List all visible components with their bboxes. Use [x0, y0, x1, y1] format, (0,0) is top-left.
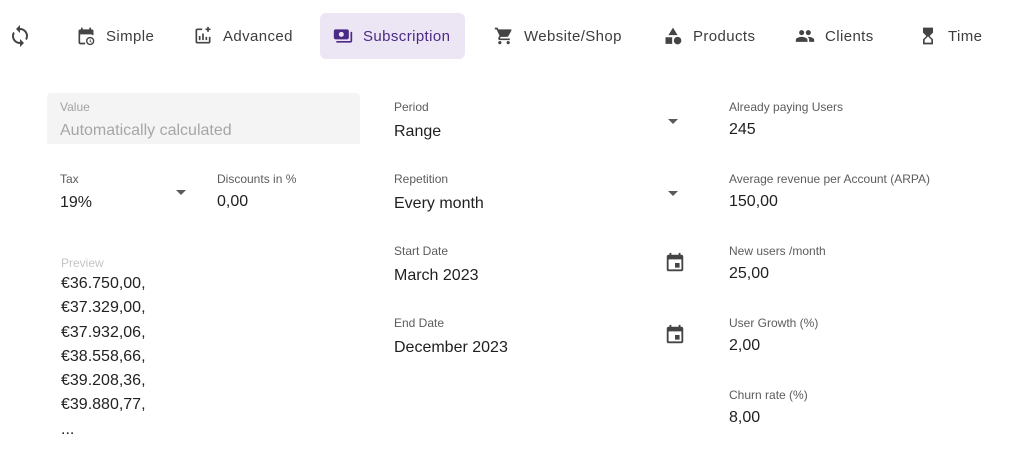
value-field-background	[47, 93, 360, 144]
group-icon	[795, 30, 815, 42]
tab-clients[interactable]: Clients	[782, 13, 887, 59]
already-paying-users-field[interactable]: Already paying Users 245	[729, 100, 843, 140]
hourglass-icon	[923, 27, 933, 45]
tab-simple-label: Simple	[106, 27, 155, 45]
period-dropdown-arrow-icon[interactable]	[668, 119, 678, 124]
repetition-label: Repetition	[394, 172, 449, 186]
chart-plus-icon	[195, 26, 211, 44]
start-date-field[interactable]: Start Date March 2023	[394, 244, 644, 286]
tab-products[interactable]: Products	[650, 13, 768, 59]
user-growth-field[interactable]: User Growth (%) 2,00	[729, 316, 818, 356]
churn-rate-label: Churn rate (%)	[729, 388, 808, 402]
tab-simple[interactable]: Simple	[63, 13, 167, 59]
tab-website-shop-label: Website/Shop	[524, 27, 622, 45]
preview-item: €37.329,00,	[61, 299, 146, 317]
end-date-value: December 2023	[394, 339, 508, 356]
preview-item: €38.558,66,	[61, 347, 146, 365]
period-select[interactable]: Period Range	[394, 100, 684, 142]
discounts-label: Discounts in %	[217, 172, 297, 186]
start-date-label: Start Date	[394, 244, 449, 258]
arpa-value: 150,00	[729, 193, 778, 210]
tab-clients-label: Clients	[825, 27, 874, 45]
tab-products-label: Products	[693, 27, 756, 45]
tab-website-shop[interactable]: Website/Shop	[481, 13, 635, 59]
arpa-field[interactable]: Average revenue per Account (ARPA) 150,0…	[729, 172, 930, 212]
tab-subscription-label: Subscription	[363, 27, 451, 45]
preview-list: €36.750,00, €37.329,00, €37.932,06, €38.…	[61, 272, 146, 442]
repetition-select[interactable]: Repetition Every month	[394, 172, 684, 214]
churn-rate-value: 8,00	[729, 409, 761, 426]
repetition-dropdown-arrow-icon[interactable]	[668, 191, 678, 196]
period-label: Period	[394, 100, 429, 114]
calendar-clock-icon	[78, 27, 95, 46]
new-users-label: New users /month	[729, 244, 826, 258]
tab-subscription[interactable]: Subscription	[320, 13, 465, 59]
tab-time-label: Time	[948, 27, 983, 45]
user-growth-value: 2,00	[729, 337, 761, 354]
arpa-label: Average revenue per Account (ARPA)	[729, 172, 930, 186]
preview-label: Preview	[61, 256, 104, 270]
repetition-value: Every month	[394, 195, 484, 212]
shopping-cart-icon	[494, 27, 512, 45]
discounts-value: 0,00	[217, 193, 249, 210]
refresh-icon[interactable]	[8, 24, 32, 48]
value-field: Value Automatically calculated	[60, 100, 232, 141]
period-value: Range	[394, 123, 442, 140]
mode-tab-bar: Simple Advanced Subscription Website/Sho…	[0, 13, 1024, 59]
value-label: Value	[60, 100, 90, 114]
end-date-label: End Date	[394, 316, 445, 330]
preview-item: ...	[61, 420, 75, 438]
start-date-value: March 2023	[394, 267, 479, 284]
tab-advanced-label: Advanced	[223, 27, 293, 45]
end-date-calendar-icon[interactable]	[664, 324, 686, 346]
preview-item: €36.750,00,	[61, 275, 146, 292]
already-paying-users-value: 245	[729, 121, 756, 138]
payments-icon	[333, 29, 353, 43]
preview-item: €39.880,77,	[61, 396, 146, 414]
tax-select[interactable]: Tax 19%	[60, 172, 190, 213]
new-users-field[interactable]: New users /month 25,00	[729, 244, 826, 284]
tab-advanced[interactable]: Advanced	[180, 13, 306, 59]
tax-dropdown-arrow-icon[interactable]	[176, 190, 186, 195]
preview-item: €39.208,36,	[61, 372, 146, 390]
churn-rate-field[interactable]: Churn rate (%) 8,00	[729, 388, 808, 428]
user-growth-label: User Growth (%)	[729, 316, 819, 330]
tax-label: Tax	[60, 172, 79, 186]
preview-item: €37.932,06,	[61, 323, 146, 341]
preview-field: Preview €36.750,00, €37.329,00, €37.932,…	[61, 256, 146, 442]
already-paying-users-label: Already paying Users	[729, 100, 844, 114]
end-date-field[interactable]: End Date December 2023	[394, 316, 644, 358]
tax-value: 19%	[60, 194, 93, 211]
discounts-field[interactable]: Discounts in % 0,00	[217, 172, 296, 212]
new-users-value: 25,00	[729, 265, 770, 282]
start-date-calendar-icon[interactable]	[664, 252, 686, 274]
value-placeholder: Automatically calculated	[60, 122, 232, 139]
category-shapes-icon	[665, 27, 682, 45]
tab-time[interactable]: Time	[905, 13, 995, 59]
